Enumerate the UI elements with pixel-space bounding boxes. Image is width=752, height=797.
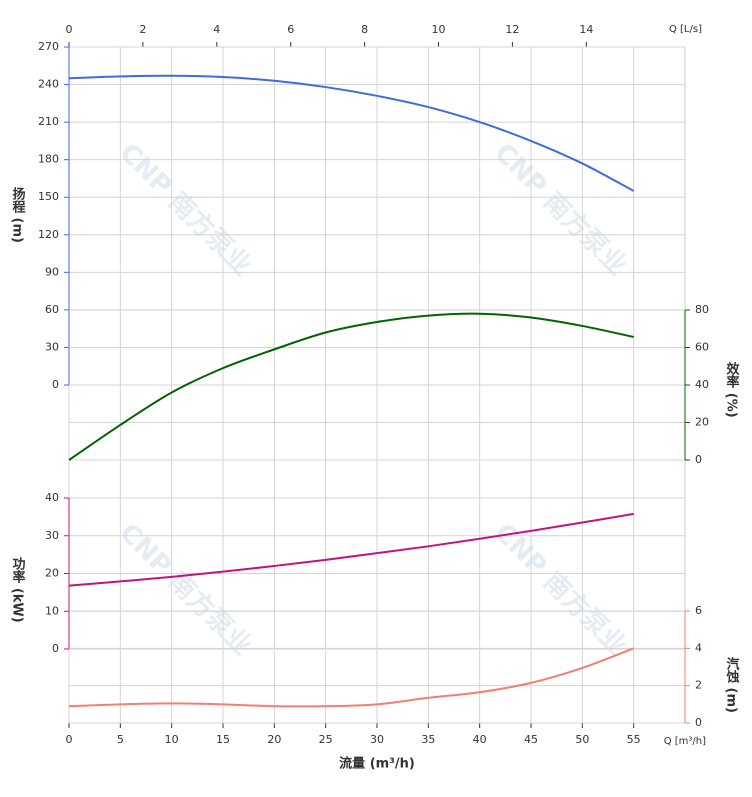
x-tick-label: 35 bbox=[421, 733, 435, 746]
y-tick-label: 4 bbox=[695, 641, 702, 654]
y-tick-label: 270 bbox=[38, 40, 59, 53]
x-tick-label: 15 bbox=[216, 733, 230, 746]
y-tick-label: 6 bbox=[695, 604, 702, 617]
y-axis-title: 汽蚀 (m) bbox=[724, 656, 741, 713]
x2-unit: Q [L/s] bbox=[669, 24, 702, 35]
x2-tick-label: 6 bbox=[287, 23, 294, 36]
y-axis-title: 效率 (%) bbox=[724, 362, 740, 418]
y-tick-label: 80 bbox=[695, 303, 709, 316]
y-axis-title: 功率 (kW) bbox=[10, 557, 26, 622]
x-tick-label: 40 bbox=[473, 733, 487, 746]
x2-tick-label: 14 bbox=[579, 23, 593, 36]
x2-tick-label: 8 bbox=[361, 23, 368, 36]
x-tick-label: 30 bbox=[370, 733, 384, 746]
y-tick-label: 20 bbox=[45, 567, 59, 580]
x2-tick-label: 2 bbox=[139, 23, 146, 36]
x2-tick-label: 10 bbox=[432, 23, 446, 36]
x-unit: Q [m³/h] bbox=[664, 736, 706, 747]
x2-tick-label: 4 bbox=[213, 23, 220, 36]
y-tick-label: 10 bbox=[45, 604, 59, 617]
watermark: CNP 南方泵业 bbox=[489, 137, 633, 281]
x-tick-label: 0 bbox=[66, 733, 73, 746]
x2-tick-label: 0 bbox=[66, 23, 73, 36]
curve bbox=[68, 74, 635, 192]
y-tick-label: 40 bbox=[695, 378, 709, 391]
y-tick-label: 0 bbox=[695, 453, 702, 466]
y-tick-label: 240 bbox=[38, 78, 59, 91]
y-tick-label: 120 bbox=[38, 228, 59, 241]
y-tick-label: 210 bbox=[38, 115, 59, 128]
y-axis-title: 扬程 (m) bbox=[10, 186, 26, 243]
x-tick-label: 20 bbox=[267, 733, 281, 746]
watermark: CNP 南方泵业 bbox=[114, 517, 258, 661]
x-tick-label: 10 bbox=[165, 733, 179, 746]
curve bbox=[68, 312, 634, 461]
x-tick-label: 5 bbox=[117, 733, 124, 746]
x2-tick-label: 12 bbox=[505, 23, 519, 36]
y-tick-label: 180 bbox=[38, 153, 59, 166]
y-tick-label: 30 bbox=[45, 340, 59, 353]
y-tick-label: 60 bbox=[695, 341, 709, 354]
y-tick-label: 40 bbox=[45, 491, 59, 504]
y-tick-label: 90 bbox=[45, 265, 59, 278]
y-tick-label: 30 bbox=[45, 529, 59, 542]
y-tick-label: 0 bbox=[52, 378, 59, 391]
watermark: CNP 南方泵业 bbox=[489, 517, 633, 661]
x-tick-label: 45 bbox=[524, 733, 538, 746]
y-tick-label: 150 bbox=[38, 190, 59, 203]
curve bbox=[68, 647, 635, 708]
y-tick-label: 0 bbox=[52, 642, 59, 655]
watermark: CNP 南方泵业 bbox=[114, 137, 258, 281]
x-tick-label: 55 bbox=[627, 733, 641, 746]
y-tick-label: 0 bbox=[695, 716, 702, 729]
y-tick-label: 60 bbox=[45, 303, 59, 316]
x-tick-label: 50 bbox=[575, 733, 589, 746]
curve bbox=[68, 512, 634, 587]
y-tick-label: 2 bbox=[695, 679, 702, 692]
x-tick-label: 25 bbox=[319, 733, 333, 746]
y-tick-label: 20 bbox=[695, 416, 709, 429]
x-axis-title: 流量 (m³/h) bbox=[339, 756, 415, 772]
